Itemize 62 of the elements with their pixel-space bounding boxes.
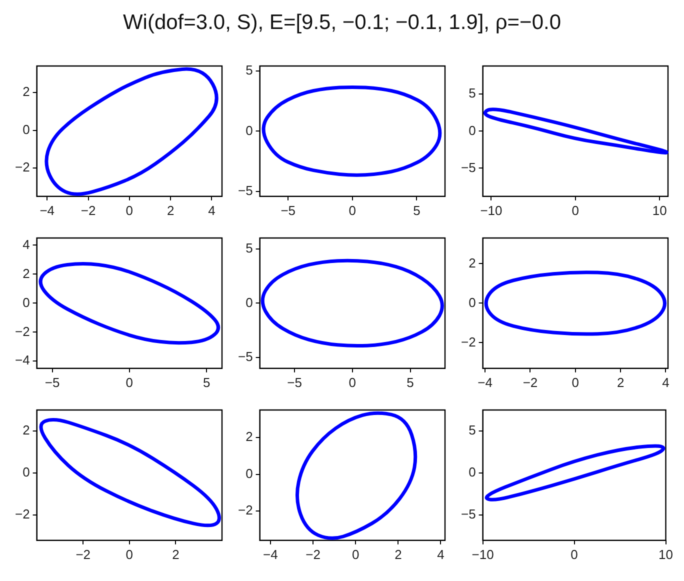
x-tick-label: −5 <box>280 202 296 218</box>
x-tick-label: 0 <box>570 546 578 562</box>
x-tick-label: −10 <box>480 202 502 218</box>
x-tick-label: 5 <box>406 374 414 390</box>
y-tick-label: 0 <box>468 294 476 310</box>
y-tick-label: 5 <box>246 62 253 78</box>
y-tick-label: −5 <box>238 349 253 364</box>
y-tick-label: 0 <box>22 294 30 310</box>
x-tick-label: 0 <box>126 546 134 562</box>
y-tick-label: 0 <box>468 464 476 480</box>
x-tick-label: 10 <box>652 202 667 218</box>
y-tick-label: 0 <box>246 294 253 310</box>
y-tick-label: 2 <box>22 422 30 438</box>
x-tick-label: 2 <box>172 546 180 562</box>
y-tick-label: −5 <box>460 506 476 522</box>
y-tick-label: 4 <box>22 236 30 252</box>
y-tick-label: 0 <box>246 466 253 481</box>
x-tick-label: −5 <box>44 374 60 390</box>
y-tick-label: −5 <box>238 183 253 198</box>
x-tick-label: −2 <box>306 546 320 562</box>
x-tick-label: 10 <box>658 546 674 562</box>
y-tick-label: 2 <box>246 429 253 444</box>
x-tick-label: −2 <box>76 546 91 562</box>
x-tick-label: 0 <box>348 202 356 218</box>
y-tick-label: 0 <box>22 122 30 137</box>
text: Wi(dof=3.0, S), E=[9.5, −0.1; −0.1, 1.9], ρ=−0.0 <box>122 10 562 36</box>
x-tick-label: 5 <box>202 374 210 390</box>
y-tick-label: 5 <box>468 422 476 438</box>
y-tick-label: 2 <box>22 266 30 281</box>
y-tick-label: 2 <box>468 255 476 270</box>
y-tick-label: 5 <box>468 86 476 101</box>
x-tick-label: 5 <box>413 202 420 218</box>
x-tick-label: 4 <box>437 546 444 562</box>
y-tick-label: 0 <box>22 464 30 480</box>
y-tick-label: 5 <box>246 240 253 256</box>
x-tick-label: 2 <box>394 546 402 562</box>
y-tick-label: −2 <box>238 502 253 518</box>
x-tick-label: −5 <box>287 374 302 390</box>
y-tick-label: 2 <box>22 84 30 100</box>
x-tick-label: 0 <box>572 374 580 390</box>
y-tick-label: −4 <box>14 352 30 368</box>
x-tick-label: 0 <box>348 374 356 390</box>
x-tick-label: 0 <box>126 374 134 390</box>
x-tick-label: 0 <box>572 202 580 218</box>
x-tick-label: 0 <box>352 546 360 562</box>
x-tick-label: −4 <box>40 202 55 218</box>
x-tick-label: 4 <box>662 374 670 390</box>
x-tick-label: 2 <box>616 374 624 390</box>
y-tick-label: −2 <box>14 160 30 175</box>
x-tick-label: 0 <box>126 202 134 218</box>
y-tick-label: −2 <box>460 334 476 350</box>
y-tick-label: 0 <box>246 122 253 138</box>
y-tick-label: −2 <box>14 506 30 522</box>
x-tick-label: −2 <box>522 374 538 390</box>
x-tick-label: 4 <box>208 202 216 218</box>
y-tick-label: −5 <box>460 160 476 175</box>
x-tick-label: −2 <box>80 202 96 218</box>
x-tick-label: −4 <box>263 546 278 562</box>
x-tick-label: −10 <box>472 546 494 562</box>
x-tick-label: 2 <box>166 202 174 218</box>
y-tick-label: 0 <box>468 122 476 138</box>
y-tick-label: −2 <box>14 324 30 339</box>
